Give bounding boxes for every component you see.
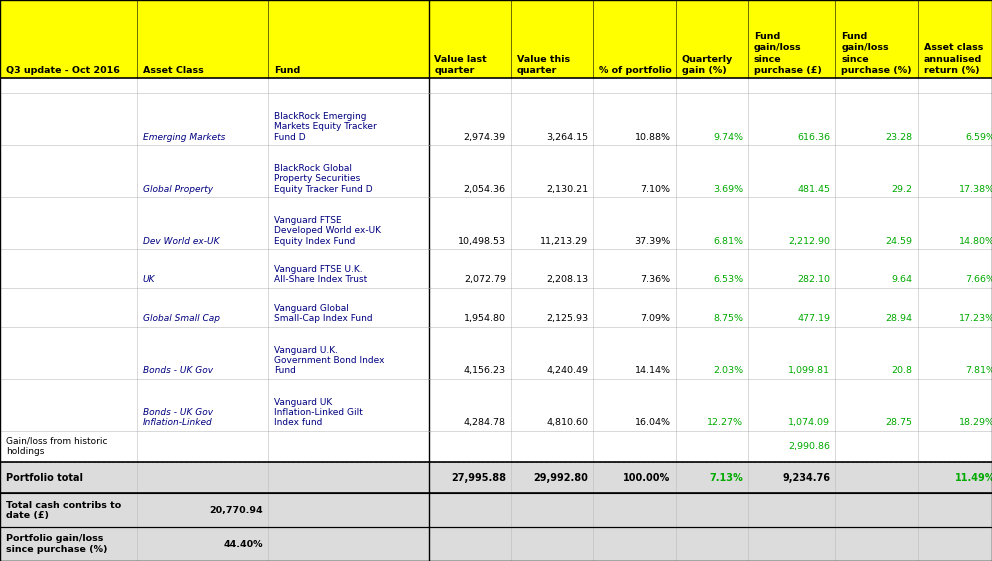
Text: 29.2: 29.2 [892,185,913,194]
Text: Asset class
annualised
return (%): Asset class annualised return (%) [924,43,983,75]
Bar [0,288,992,327]
Text: Bonds - UK Gov: Bonds - UK Gov [143,366,213,375]
Text: Fund: Fund [274,66,300,75]
Text: 2,208.13: 2,208.13 [547,275,588,284]
Bar [0,431,992,462]
Text: 10.88%: 10.88% [635,132,671,141]
Text: Fund
gain/loss
since
purchase (%): Fund gain/loss since purchase (%) [841,33,912,75]
Bar [0,379,992,431]
Text: 1,074.09: 1,074.09 [789,419,830,427]
Bar [0,145,992,197]
Text: BlackRock Emerging
Markets Equity Tracker
Fund D: BlackRock Emerging Markets Equity Tracke… [274,112,377,141]
Bar [0,93,992,145]
Text: 7.13%: 7.13% [709,473,743,482]
Text: Quarterly
gain (%): Quarterly gain (%) [682,54,733,75]
Text: BlackRock Global
Property Securities
Equity Tracker Fund D: BlackRock Global Property Securities Equ… [274,164,372,194]
Text: 2,125.93: 2,125.93 [547,314,588,323]
Bar [0,249,992,288]
Text: 4,810.60: 4,810.60 [547,419,588,427]
Text: 100.00%: 100.00% [623,473,671,482]
Text: Q3 update - Oct 2016: Q3 update - Oct 2016 [6,66,120,75]
Text: 1,099.81: 1,099.81 [789,366,830,375]
Text: 2.03%: 2.03% [713,366,743,375]
Text: 2,974.39: 2,974.39 [464,132,506,141]
Text: 282.10: 282.10 [798,275,830,284]
Text: Asset Class: Asset Class [143,66,203,75]
Text: 10,498.53: 10,498.53 [457,237,506,246]
Text: 477.19: 477.19 [798,314,830,323]
Text: 2,990.86: 2,990.86 [789,442,830,451]
Text: 9.64: 9.64 [892,275,913,284]
Text: Dev World ex-UK: Dev World ex-UK [143,237,219,246]
Text: Value this
quarter: Value this quarter [517,54,570,75]
Text: Bonds - UK Gov
Inflation-Linked: Bonds - UK Gov Inflation-Linked [143,408,213,427]
Text: Fund
gain/loss
since
purchase (£): Fund gain/loss since purchase (£) [754,33,821,75]
Text: 28.75: 28.75 [886,419,913,427]
Text: Gain/loss from historic
holdings: Gain/loss from historic holdings [6,436,107,456]
Text: Vanguard U.K.
Government Bond Index
Fund: Vanguard U.K. Government Bond Index Fund [274,346,384,375]
Text: 8.75%: 8.75% [713,314,743,323]
Text: Vanguard FTSE U.K.
All-Share Index Trust: Vanguard FTSE U.K. All-Share Index Trust [274,265,367,284]
Text: 9.74%: 9.74% [713,132,743,141]
Text: 2,212.90: 2,212.90 [789,237,830,246]
Text: 2,072.79: 2,072.79 [464,275,506,284]
Text: 11,213.29: 11,213.29 [540,237,588,246]
Text: 3,264.15: 3,264.15 [547,132,588,141]
Text: 12.27%: 12.27% [707,419,743,427]
Text: 16.04%: 16.04% [635,419,671,427]
Text: 11.49%: 11.49% [954,473,992,482]
Text: 7.36%: 7.36% [641,275,671,284]
Text: 4,156.23: 4,156.23 [464,366,506,375]
Text: % of portfolio: % of portfolio [599,66,672,75]
Text: 481.45: 481.45 [798,185,830,194]
Text: 17.23%: 17.23% [959,314,992,323]
Text: Value last
quarter: Value last quarter [434,54,487,75]
Text: 4,284.78: 4,284.78 [464,419,506,427]
Text: 23.28: 23.28 [886,132,913,141]
Text: 3.69%: 3.69% [713,185,743,194]
Text: 27,995.88: 27,995.88 [451,473,506,482]
Text: 7.10%: 7.10% [641,185,671,194]
Text: Total cash contribs to
date (£): Total cash contribs to date (£) [6,500,121,520]
Text: 20.8: 20.8 [892,366,913,375]
Text: Portfolio gain/loss
since purchase (%): Portfolio gain/loss since purchase (%) [6,535,107,554]
Text: 29,992.80: 29,992.80 [534,473,588,482]
Text: 6.59%: 6.59% [965,132,992,141]
Text: 24.59: 24.59 [886,237,913,246]
Text: 1,954.80: 1,954.80 [464,314,506,323]
Text: Global Property: Global Property [143,185,213,194]
Text: Portfolio total: Portfolio total [6,473,83,482]
Text: 44.40%: 44.40% [223,540,263,549]
Text: 2,054.36: 2,054.36 [464,185,506,194]
Text: 14.14%: 14.14% [635,366,671,375]
Text: 6.81%: 6.81% [713,237,743,246]
Text: Vanguard Global
Small-Cap Index Fund: Vanguard Global Small-Cap Index Fund [274,304,372,323]
Bar [0,527,992,561]
Text: 4,240.49: 4,240.49 [547,366,588,375]
Text: Global Small Cap: Global Small Cap [143,314,220,323]
Bar [0,493,992,527]
Text: UK: UK [143,275,156,284]
Text: 2,130.21: 2,130.21 [547,185,588,194]
Bar [0,78,992,93]
Text: Vanguard UK
Inflation-Linked Gilt
Index fund: Vanguard UK Inflation-Linked Gilt Index … [274,398,363,427]
Text: 20,770.94: 20,770.94 [209,506,263,515]
Bar [0,0,992,78]
Bar [0,462,992,493]
Bar [0,327,992,379]
Text: Vanguard FTSE
Developed World ex-UK
Equity Index Fund: Vanguard FTSE Developed World ex-UK Equi… [274,216,381,246]
Text: 7.66%: 7.66% [965,275,992,284]
Text: 616.36: 616.36 [798,132,830,141]
Text: 6.53%: 6.53% [713,275,743,284]
Text: 9,234.76: 9,234.76 [783,473,830,482]
Text: 17.38%: 17.38% [959,185,992,194]
Text: 7.81%: 7.81% [965,366,992,375]
Text: Emerging Markets: Emerging Markets [143,132,225,141]
Text: 7.09%: 7.09% [641,314,671,323]
Text: 37.39%: 37.39% [634,237,671,246]
Bar [0,197,992,249]
Text: 28.94: 28.94 [886,314,913,323]
Text: 18.29%: 18.29% [959,419,992,427]
Text: 14.80%: 14.80% [959,237,992,246]
